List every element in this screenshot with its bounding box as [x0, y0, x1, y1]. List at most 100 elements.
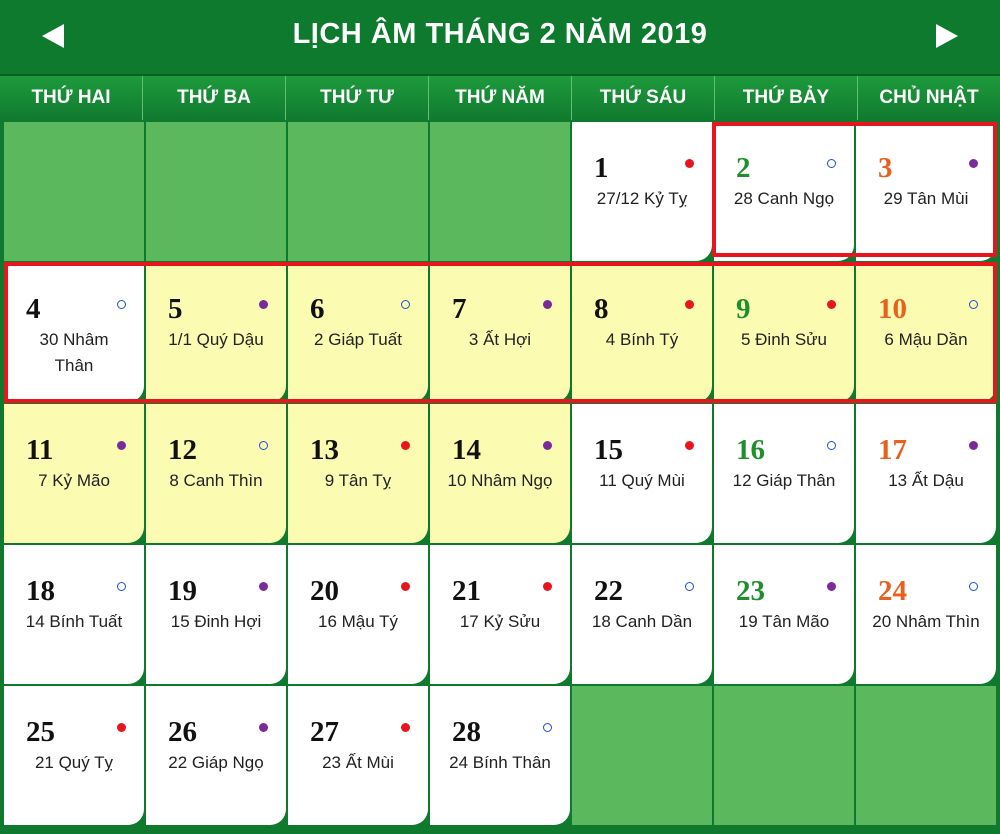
day-cell[interactable]: 24 20 Nhâm Thìn	[856, 545, 996, 684]
purple-dot-icon	[543, 300, 552, 309]
day-cell[interactable]: 4 30 Nhâm Thân	[4, 263, 144, 402]
red-dot-icon	[685, 441, 694, 450]
day-cell[interactable]: 26 22 Giáp Ngọ	[146, 686, 286, 825]
solar-day-number: 8	[594, 293, 609, 325]
calendar-title: LỊCH ÂM THÁNG 2 NĂM 2019	[292, 18, 708, 50]
hollow-circle-icon	[259, 441, 268, 450]
day-cell[interactable]: 11 7 Kỷ Mão	[4, 404, 144, 543]
lunar-date-label: 15 Đinh Hợi	[170, 612, 262, 631]
red-dot-icon	[401, 723, 410, 732]
solar-day-number: 24	[878, 575, 907, 607]
empty-day-cell	[856, 686, 996, 825]
weekday-friday: THỨ SÁU	[572, 76, 715, 120]
solar-day-number: 12	[168, 434, 197, 466]
solar-day-number: 17	[878, 434, 907, 466]
hollow-circle-icon	[543, 723, 552, 732]
day-cell[interactable]: 20 16 Mậu Tý	[288, 545, 428, 684]
lunar-date-label: 1/1 Quý Dậu	[168, 330, 264, 349]
day-cell[interactable]: 28 24 Bính Thân	[430, 686, 570, 825]
lunar-date-label: 21 Quý Tỵ	[34, 753, 114, 772]
day-cell[interactable]: 12 8 Canh Thìn	[146, 404, 286, 543]
next-month-arrow-icon[interactable]	[936, 24, 958, 48]
hollow-circle-icon	[685, 582, 694, 591]
day-cell[interactable]: 23 19 Tân Mão	[714, 545, 854, 684]
week-row: 4 30 Nhâm Thân 5 1/1 Quý Dậu 6 2 Giáp Tuất 7 3 …	[4, 263, 997, 402]
day-cell[interactable]: 5 1/1 Quý Dậu	[146, 263, 286, 402]
day-cell[interactable]: 25 21 Quý Tỵ	[4, 686, 144, 825]
day-cell[interactable]: 10 6 Mậu Dần	[856, 263, 996, 402]
hollow-circle-icon	[117, 582, 126, 591]
solar-day-number: 7	[452, 293, 467, 325]
day-cell[interactable]: 3 29 Tân Mùi	[856, 122, 996, 261]
day-cell[interactable]: 14 10 Nhâm Ngọ	[430, 404, 570, 543]
weekday-monday: THỨ HAI	[0, 76, 143, 120]
solar-day-number: 15	[594, 434, 623, 466]
lunar-date-label: 2 Giáp Tuất	[314, 330, 402, 349]
lunar-date-label: 28 Canh Ngọ	[733, 189, 835, 208]
empty-day-cell	[288, 122, 428, 261]
week-row: 25 21 Quý Tỵ 26 22 Giáp Ngọ 27 23 Ất Mùi 28 24 …	[4, 686, 997, 825]
purple-dot-icon	[259, 723, 268, 732]
day-cell[interactable]: 13 9 Tân Tỵ	[288, 404, 428, 543]
red-dot-icon	[827, 300, 836, 309]
purple-dot-icon	[259, 300, 268, 309]
purple-dot-icon	[827, 582, 836, 591]
previous-month-arrow-icon[interactable]	[42, 24, 64, 48]
solar-day-number: 16	[736, 434, 765, 466]
lunar-date-label: 5 Đinh Sửu	[740, 330, 828, 349]
week-row: 1 27/12 Kỷ Tỵ 2 28 Canh Ngọ 3 29 Tân Mùi	[4, 122, 997, 261]
red-dot-icon	[117, 723, 126, 732]
lunar-date-label: 10 Nhâm Ngọ	[447, 471, 553, 490]
week-row: 18 14 Bính Tuất 19 15 Đinh Hợi 20 16 Mậu Tý 21…	[4, 545, 997, 684]
lunar-date-label: 30 Nhâm Thân	[39, 330, 109, 375]
day-cell[interactable]: 18 14 Bính Tuất	[4, 545, 144, 684]
lunar-date-label: 13 Ất Dậu	[888, 471, 964, 490]
solar-day-number: 3	[878, 152, 893, 184]
day-cell[interactable]: 21 17 Kỷ Sửu	[430, 545, 570, 684]
solar-day-number: 4	[26, 293, 41, 325]
hollow-circle-icon	[401, 300, 410, 309]
solar-day-number: 2	[736, 152, 751, 184]
day-cell[interactable]: 9 5 Đinh Sửu	[714, 263, 854, 402]
solar-day-number: 14	[452, 434, 481, 466]
solar-day-number: 25	[26, 716, 55, 748]
lunar-date-label: 23 Ất Mùi	[322, 753, 394, 772]
empty-day-cell	[430, 122, 570, 261]
lunar-date-label: 20 Nhâm Thìn	[872, 612, 980, 631]
solar-day-number: 27	[310, 716, 339, 748]
weekday-sunday: CHỦ NHẬT	[858, 76, 1000, 120]
solar-day-number: 20	[310, 575, 339, 607]
lunar-date-label: 9 Tân Tỵ	[324, 471, 392, 490]
solar-day-number: 21	[452, 575, 481, 607]
weekday-tuesday: THỨ BA	[143, 76, 286, 120]
hollow-circle-icon	[827, 159, 836, 168]
day-cell[interactable]: 15 11 Quý Mùi	[572, 404, 712, 543]
solar-day-number: 6	[310, 293, 325, 325]
day-cell[interactable]: 16 12 Giáp Thân	[714, 404, 854, 543]
purple-dot-icon	[969, 441, 978, 450]
day-cell[interactable]: 6 2 Giáp Tuất	[288, 263, 428, 402]
hollow-circle-icon	[969, 300, 978, 309]
solar-day-number: 22	[594, 575, 623, 607]
empty-day-cell	[4, 122, 144, 261]
solar-day-number: 23	[736, 575, 765, 607]
day-cell[interactable]: 27 23 Ất Mùi	[288, 686, 428, 825]
day-cell[interactable]: 2 28 Canh Ngọ	[714, 122, 854, 261]
solar-day-number: 9	[736, 293, 751, 325]
day-cell[interactable]: 1 27/12 Kỷ Tỵ	[572, 122, 712, 261]
lunar-date-label: 17 Kỷ Sửu	[459, 612, 541, 631]
empty-day-cell	[714, 686, 854, 825]
lunar-date-label: 27/12 Kỷ Tỵ	[596, 189, 688, 208]
day-cell[interactable]: 19 15 Đinh Hợi	[146, 545, 286, 684]
day-cell[interactable]: 22 18 Canh Dần	[572, 545, 712, 684]
day-cell[interactable]: 8 4 Bính Tý	[572, 263, 712, 402]
solar-day-number: 28	[452, 716, 481, 748]
hollow-circle-icon	[117, 300, 126, 309]
empty-day-cell	[572, 686, 712, 825]
weekday-saturday: THỨ BẢY	[715, 76, 858, 120]
red-dot-icon	[685, 159, 694, 168]
lunar-date-label: 29 Tân Mùi	[883, 189, 969, 208]
day-cell[interactable]: 17 13 Ất Dậu	[856, 404, 996, 543]
calendar-grid: 1 27/12 Kỷ Tỵ 2 28 Canh Ngọ 3 29 Tân Mùi 4 30 N…	[4, 122, 997, 827]
